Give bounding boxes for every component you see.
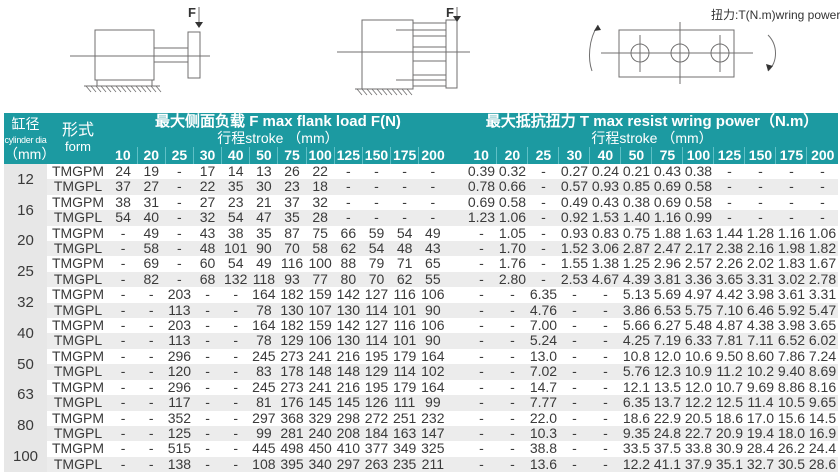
svg-text:F: F <box>446 5 454 20</box>
svg-text:扭力:T(N.m)wring power: 扭力:T(N.m)wring power <box>711 8 840 22</box>
svg-text:F: F <box>188 5 196 20</box>
